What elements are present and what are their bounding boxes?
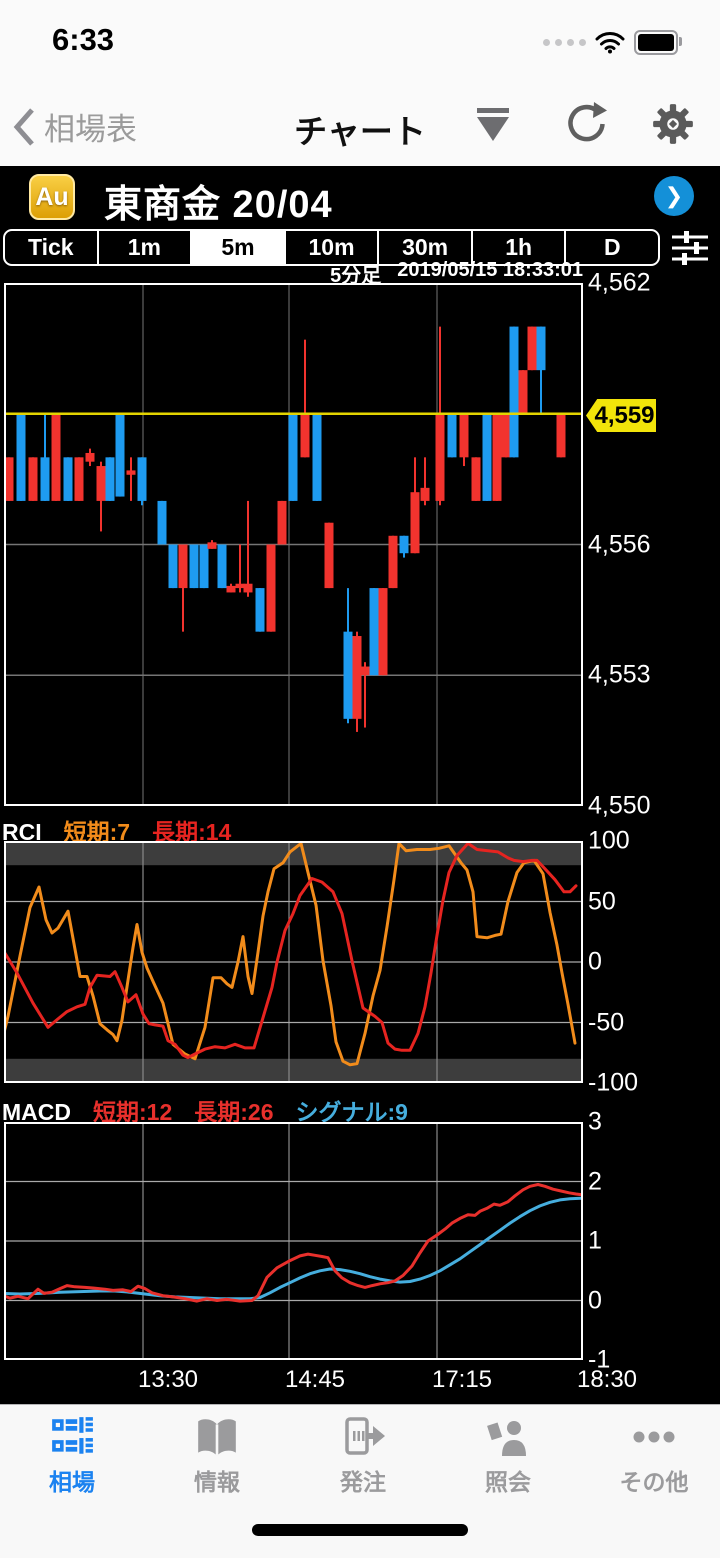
macd-title: MACD bbox=[2, 1099, 71, 1125]
macd-long-param: 長期:26 bbox=[194, 1099, 274, 1125]
macd-chart[interactable] bbox=[4, 1122, 583, 1360]
timeframe-1m[interactable]: 1m bbox=[99, 231, 193, 264]
macd-header: MACD 短期:12 長期:26 シグナル:9 bbox=[2, 1093, 408, 1127]
nav-bar: 相場表 チャート bbox=[0, 90, 720, 166]
indicator-settings-sliders-button[interactable] bbox=[672, 231, 708, 265]
rci-title: RCI bbox=[2, 819, 42, 845]
home-indicator[interactable] bbox=[252, 1524, 468, 1536]
price-axis-label: 4,556 bbox=[588, 530, 651, 558]
rci-chart[interactable] bbox=[4, 841, 583, 1083]
dropdown-triangle-icon bbox=[477, 117, 509, 141]
back-chevron-icon bbox=[13, 107, 34, 146]
macd-short-param: 短期:12 bbox=[93, 1099, 173, 1125]
chart-datetime: 2019/05/15 18:33:01 bbox=[397, 259, 583, 281]
battery-icon bbox=[634, 30, 682, 55]
price-axis-label: 4,553 bbox=[588, 660, 651, 689]
status-time: 6:33 bbox=[52, 22, 115, 57]
page-title: チャート bbox=[294, 113, 426, 150]
rci-long-param: 長期:14 bbox=[152, 819, 232, 845]
top-bar-background bbox=[0, 0, 720, 166]
tab-market[interactable]: 相場 bbox=[12, 1415, 132, 1497]
inquiry-person-icon bbox=[487, 1421, 526, 1456]
timeframe-tick[interactable]: Tick bbox=[5, 231, 99, 264]
book-icon bbox=[198, 1419, 236, 1456]
timeframe-1h[interactable]: 1h bbox=[473, 231, 567, 264]
status-bar: 6:33 bbox=[0, 0, 720, 90]
refresh-button[interactable] bbox=[562, 100, 608, 148]
next-instrument-button[interactable]: ❯ bbox=[654, 176, 694, 216]
tab-news-label: 情報 bbox=[194, 1469, 240, 1495]
back-label: 相場表 bbox=[44, 112, 137, 147]
chart-type-dropdown-button[interactable] bbox=[477, 108, 509, 141]
rci-axis-label: 50 bbox=[588, 887, 616, 915]
timeframe-10m[interactable]: 10m bbox=[286, 231, 380, 264]
time-axis-label: 13:30 bbox=[137, 1366, 199, 1393]
rci-axis-label: 0 bbox=[588, 947, 602, 976]
price-axis-label: 4,550 bbox=[588, 791, 651, 820]
current-price-tag: 4,559 bbox=[586, 399, 656, 432]
tab-inquiry-label: 照会 bbox=[485, 1469, 531, 1495]
timeframe-d[interactable]: D bbox=[603, 234, 621, 260]
gold-au-badge: Au bbox=[29, 174, 75, 220]
dropdown-bar-icon bbox=[477, 108, 509, 113]
price-axis-label: 4,562 bbox=[588, 268, 651, 297]
macd-signal-param: シグナル:9 bbox=[295, 1099, 408, 1125]
candlestick-chart[interactable] bbox=[4, 283, 583, 806]
rci-header: RCI 短期:7 長期:14 bbox=[2, 813, 231, 847]
ellipsis-icon bbox=[633, 1431, 675, 1443]
macd-axis-label: -1 bbox=[588, 1345, 611, 1374]
chart-period-label: 5分足 bbox=[330, 265, 382, 287]
macd-axis-label: 0 bbox=[588, 1286, 602, 1314]
timeframe-5m[interactable]: 5m bbox=[192, 231, 286, 264]
timeframe-selector: Tick 1m 5m 10m 30m 1h D bbox=[3, 229, 660, 266]
rci-short-param: 短期:7 bbox=[63, 819, 131, 845]
tab-market-label: 相場 bbox=[49, 1469, 95, 1495]
timeframe-30m[interactable]: 30m bbox=[379, 231, 473, 264]
settings-gear-button[interactable] bbox=[650, 100, 696, 148]
order-phone-icon bbox=[345, 1417, 385, 1455]
time-axis-label: 18:30 bbox=[576, 1366, 638, 1393]
time-axis-label: 17:15 bbox=[431, 1366, 493, 1393]
quote-board-icon bbox=[52, 1417, 93, 1454]
tab-more-label: その他 bbox=[619, 1469, 689, 1495]
tab-order-label: 発注 bbox=[340, 1469, 386, 1495]
chart-info-line: 5分足 2019/05/15 18:33:01 bbox=[330, 259, 583, 288]
time-axis-label: 14:45 bbox=[284, 1366, 346, 1393]
macd-axis-label: 2 bbox=[588, 1167, 602, 1195]
rci-axis-label: -100 bbox=[588, 1068, 639, 1097]
macd-axis-label: 1 bbox=[588, 1226, 602, 1255]
cellular-signal-icon bbox=[543, 39, 586, 46]
rci-axis-label: -50 bbox=[588, 1008, 625, 1036]
wifi-icon bbox=[595, 32, 625, 54]
rci-axis-label: 100 bbox=[588, 826, 630, 855]
instrument-bar: Au 東商金 20/04 ❯ bbox=[0, 166, 720, 228]
tab-order[interactable]: 発注 bbox=[303, 1415, 423, 1497]
tab-inquiry[interactable]: 照会 bbox=[448, 1415, 568, 1497]
status-icons bbox=[543, 30, 682, 55]
tab-news[interactable]: 情報 bbox=[157, 1415, 277, 1497]
tab-more[interactable]: その他 bbox=[594, 1415, 714, 1497]
back-button[interactable]: 相場表 bbox=[12, 104, 137, 149]
instrument-name: 東商金 20/04 bbox=[104, 184, 333, 226]
macd-axis-label: 3 bbox=[588, 1107, 602, 1136]
